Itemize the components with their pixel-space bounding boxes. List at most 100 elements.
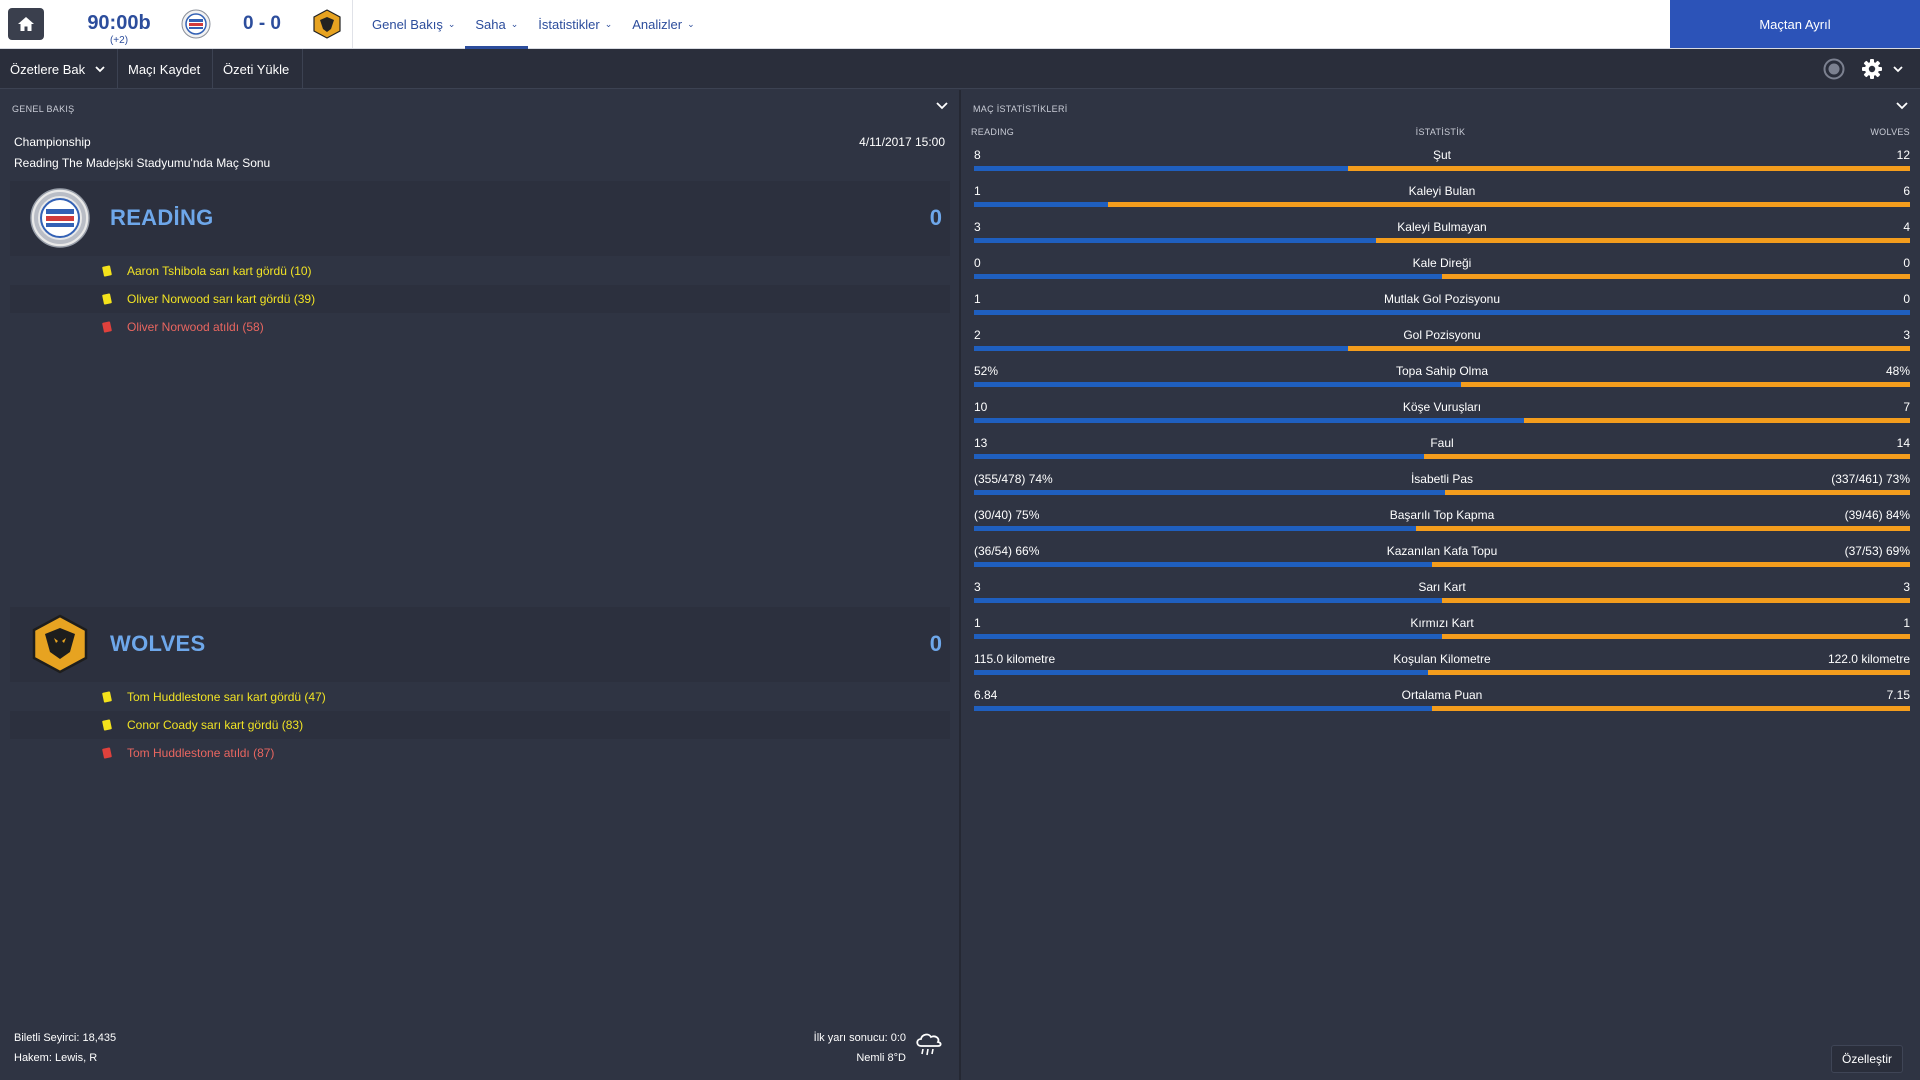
rain-cloud-icon <box>916 1033 942 1056</box>
home-button[interactable] <box>8 8 44 40</box>
chevron-down-icon[interactable] <box>1895 101 1909 111</box>
home-event-text[interactable]: Oliver Norwood sarı kart gördü (39) <box>127 292 316 306</box>
wolves-crest-icon <box>313 9 341 39</box>
stat-away-value: 0 <box>1903 256 1910 270</box>
stat-away-value: 122.0 kilometre <box>1827 652 1910 666</box>
stat-row: 1 Mutlak Gol Pozisyonu 0 <box>974 290 1910 326</box>
halftime-result: İlk yarı sonucu: 0:0 <box>813 1032 906 1044</box>
nav-pitch[interactable]: Saha ⌄ <box>465 0 529 49</box>
record-button[interactable] <box>1822 57 1846 81</box>
stat-bar-away <box>1348 166 1910 171</box>
match-datetime: 4/11/2017 15:00 <box>859 135 945 149</box>
stat-bar-away <box>1460 382 1910 387</box>
stat-home-value: 1 <box>974 292 981 306</box>
stat-row: (30/40) 75% Başarılı Top Kapma (39/46) 84% <box>974 506 1910 542</box>
chevron-down-icon: ⌄ <box>510 19 519 29</box>
match-clock: 90:00b <box>87 12 151 34</box>
stat-bar-away <box>1442 598 1910 603</box>
overview-panel: GENEL BAKIŞ Championship 4/11/2017 15:00… <box>0 90 959 1080</box>
away-event-text[interactable]: Conor Coady sarı kart gördü (83) <box>127 718 304 732</box>
stat-name: Köşe Vuruşları <box>1402 400 1482 414</box>
save-match-button[interactable]: Maçı Kaydet <box>118 49 213 89</box>
customize-button[interactable]: Özelleştir <box>1831 1045 1903 1073</box>
stat-name: Ortalama Puan <box>1401 688 1483 702</box>
panel-divider <box>959 90 961 1080</box>
stat-comparison-bar <box>974 562 1910 567</box>
nav-statistics[interactable]: İstatistikler ⌄ <box>528 0 622 49</box>
settings-button[interactable] <box>1860 57 1884 81</box>
settings-dropdown[interactable] <box>1890 57 1906 81</box>
away-event-text[interactable]: Tom Huddlestone sarı kart gördü (47) <box>127 690 326 704</box>
home-event-row: Oliver Norwood atıldı (58) <box>10 313 950 341</box>
highlights-dropdown[interactable]: Özetlere Bak <box>0 49 118 89</box>
record-icon <box>1823 58 1845 80</box>
nav-analysis[interactable]: Analizler ⌄ <box>622 0 704 49</box>
away-event-row: Conor Coady sarı kart gördü (83) <box>10 711 950 739</box>
stat-comparison-bar <box>974 346 1910 351</box>
home-event-row: Oliver Norwood sarı kart gördü (39) <box>10 285 950 313</box>
stat-row: (36/54) 66% Kazanılan Kafa Topu (37/53) 69… <box>974 542 1910 578</box>
chevron-down-icon[interactable] <box>935 101 949 111</box>
home-event-text[interactable]: Oliver Norwood atıldı (58) <box>127 320 264 334</box>
stat-name: Şut <box>1432 148 1451 162</box>
stat-bar-away <box>1444 490 1910 495</box>
stat-bar-home <box>974 490 1445 495</box>
home-event-text[interactable]: Aaron Tshibola sarı kart gördü (10) <box>127 264 312 278</box>
stat-name: Topa Sahip Olma <box>1395 364 1489 378</box>
yellow-card-icon <box>102 719 112 731</box>
stat-away-value: 6 <box>1903 184 1910 198</box>
stat-bar-home <box>974 562 1432 567</box>
stat-comparison-bar <box>974 310 1910 315</box>
stat-row: 10 Köşe Vuruşları 7 <box>974 398 1910 434</box>
load-highlights-button[interactable]: Özeti Yükle <box>213 49 303 89</box>
stat-row: 6.84 Ortalama Puan 7.15 <box>974 686 1910 722</box>
stat-bar-away <box>1431 706 1910 711</box>
stat-bar-home <box>974 274 1442 279</box>
away-event-row: Tom Huddlestone atıldı (87) <box>10 739 950 767</box>
yellow-card-icon <box>102 293 112 305</box>
stat-bar-away <box>1415 526 1910 531</box>
away-event-row: Tom Huddlestone sarı kart gördü (47) <box>10 683 950 711</box>
leave-match-button[interactable]: Maçtan Ayrıl <box>1670 0 1920 48</box>
stat-home-value: 0 <box>974 256 981 270</box>
home-team-name[interactable]: READİNG <box>110 205 214 230</box>
stat-home-value: 1 <box>974 616 981 630</box>
stat-comparison-bar <box>974 238 1910 243</box>
chevron-down-icon: ⌄ <box>604 19 613 29</box>
stat-away-value: 1 <box>1903 616 1910 630</box>
nav-overview-label: Genel Bakış <box>372 17 443 32</box>
stat-home-value: 3 <box>974 220 981 234</box>
reading-crest-icon <box>30 188 90 248</box>
stat-comparison-bar <box>974 598 1910 603</box>
stat-home-value: 3 <box>974 580 981 594</box>
stat-name: Sarı Kart <box>1418 580 1466 594</box>
match-stats-title: MAÇ İSTATİSTİKLERİ <box>973 104 1068 114</box>
stat-row: 2 Gol Pozisyonu 3 <box>974 326 1910 362</box>
stat-home-value: (355/478) 74% <box>974 472 1053 486</box>
stat-comparison-bar <box>974 382 1910 387</box>
home-icon <box>18 17 34 31</box>
away-team-name[interactable]: WOLVES <box>110 631 206 656</box>
load-highlights-label: Özeti Yükle <box>223 61 290 77</box>
stat-away-value: 14 <box>1896 436 1910 450</box>
chevron-down-icon: ⌄ <box>447 19 456 29</box>
stat-bar-away <box>1431 562 1910 567</box>
stat-comparison-bar <box>974 670 1910 675</box>
away-team-score: 0 <box>929 631 942 656</box>
home-team-score: 0 <box>929 205 942 230</box>
referee-text: Hakem: Lewis, R <box>14 1052 98 1064</box>
nav-overview[interactable]: Genel Bakış ⌄ <box>362 0 465 49</box>
stat-name: Kırmızı Kart <box>1410 616 1474 630</box>
stat-comparison-bar <box>974 526 1910 531</box>
stat-bar-home <box>974 634 1442 639</box>
away-column-header: WOLVES <box>1870 127 1910 137</box>
stat-bar-away <box>1442 634 1910 639</box>
home-team-block: READİNG 0 <box>10 181 950 256</box>
stat-away-value: 48% <box>1885 364 1910 378</box>
away-event-text[interactable]: Tom Huddlestone atıldı (87) <box>127 746 275 760</box>
stat-bar-home <box>974 454 1425 459</box>
stat-comparison-bar <box>974 454 1910 459</box>
stat-away-value: (337/461) 73% <box>1831 472 1910 486</box>
stat-bar-home <box>974 166 1349 171</box>
match-toolbar: Özetlere Bak Maçı Kaydet Özeti Yükle <box>0 49 1920 89</box>
